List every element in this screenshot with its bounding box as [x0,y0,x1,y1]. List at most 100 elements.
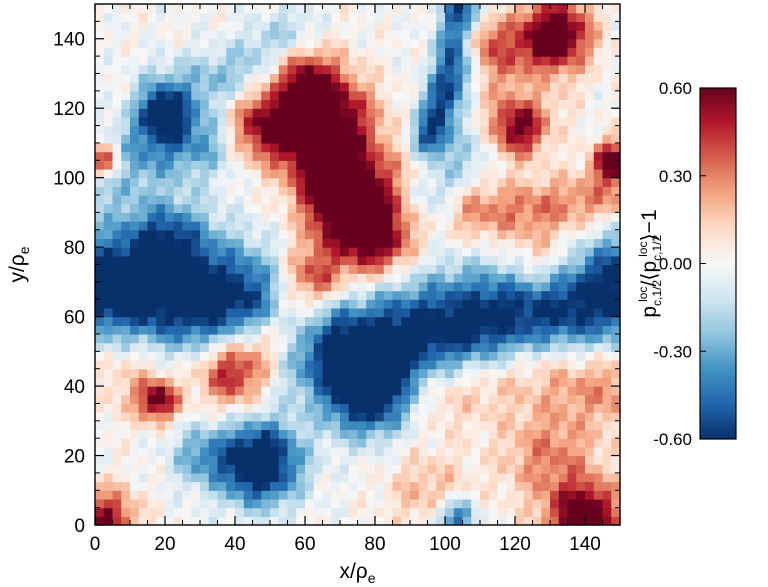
heatmap-cell [226,386,236,396]
heatmap-cell [585,472,595,483]
heatmap-cell [226,142,236,153]
heatmap-cell [462,177,472,187]
heatmap-cell [532,490,542,500]
heatmap-cell [348,195,359,205]
heatmap-cell [296,490,306,500]
heatmap-cell [488,221,499,231]
heatmap-cell [488,90,499,101]
heatmap-cell [322,403,332,413]
heatmap-cell [471,203,481,213]
heatmap-cell [366,342,376,352]
heatmap-cell [130,64,140,75]
heatmap-cell [278,438,289,448]
heatmap-cell [165,116,175,127]
heatmap-cell [383,455,394,465]
heatmap-cell [226,203,236,213]
heatmap-cell [287,255,297,266]
heatmap-cell [602,498,612,509]
heatmap [95,4,621,526]
heatmap-cell [515,38,525,49]
heatmap-cell [567,151,577,161]
heatmap-cell [278,99,289,109]
heatmap-cell [436,403,446,413]
heatmap-cell [366,116,376,127]
heatmap-cell [375,446,385,457]
heatmap-cell [453,151,464,161]
heatmap-cell [506,12,516,22]
heatmap-cell [130,82,140,92]
heatmap-cell [252,12,262,22]
heatmap-cell [130,116,140,127]
heatmap-cell [226,377,236,387]
heatmap-cell [418,307,429,318]
heatmap-cell [331,177,341,187]
heatmap-cell [173,203,184,213]
heatmap-cell [95,490,105,500]
heatmap-cell [331,30,341,40]
heatmap-cell [112,151,122,161]
heatmap-cell [103,438,114,448]
heatmap-cell [523,116,534,127]
heatmap-cell [348,498,359,509]
heatmap-cell [95,203,105,213]
heatmap-cell [270,281,280,292]
heatmap-cell [453,464,464,474]
heatmap-cell [550,38,560,49]
heatmap-cell [383,351,394,361]
heatmap-cell [348,325,359,335]
heatmap-cell [243,420,254,431]
heatmap-cell [138,472,149,483]
heatmap-cell [436,4,446,14]
heatmap-cell [445,221,455,231]
heatmap-cell [322,490,332,500]
heatmap-cell [436,455,446,465]
heatmap-cell [515,281,525,292]
heatmap-cell [252,21,262,31]
heatmap-cell [261,316,271,326]
heatmap-cell [611,247,621,257]
heatmap-cell [287,325,297,335]
heatmap-cell [567,360,577,370]
heatmap-cell [182,481,192,491]
heatmap-cell [532,351,542,361]
heatmap-cell [138,273,149,283]
heatmap-cell [156,264,166,274]
heatmap-cell [252,38,262,49]
heatmap-cell [348,21,359,31]
heatmap-cell [182,281,192,292]
heatmap-cell [200,38,210,49]
heatmap-cell [357,247,367,257]
heatmap-cell [305,116,315,127]
heatmap-cell [103,446,114,457]
heatmap-cell [392,498,402,509]
heatmap-cell [226,273,236,283]
heatmap-cell [270,125,280,135]
heatmap-cell [138,229,149,240]
heatmap-cell [226,342,236,352]
heatmap-cell [401,142,411,153]
heatmap-cell [103,82,114,92]
heatmap-cell [401,195,411,205]
heatmap-cell [593,47,604,57]
heatmap-cell [436,168,446,179]
heatmap-cell [296,516,306,526]
heatmap-cell [165,221,175,231]
heatmap-cell [392,351,402,361]
heatmap-cell [453,142,464,153]
heatmap-cell [515,316,525,326]
heatmap-cell [165,4,175,14]
heatmap-cell [366,316,376,326]
heatmap-cell [217,438,227,448]
heatmap-cell [235,307,245,318]
heatmap-cell [497,186,507,196]
heatmap-cell [243,116,254,127]
heatmap-cell [515,12,525,22]
heatmap-cell [375,455,385,465]
heatmap-cell [208,90,219,101]
heatmap-cell [506,333,516,344]
heatmap-cell [103,290,114,300]
heatmap-cell [585,221,595,231]
heatmap-cell [348,108,359,118]
heatmap-cell [488,151,499,161]
heatmap-cell [182,455,192,465]
